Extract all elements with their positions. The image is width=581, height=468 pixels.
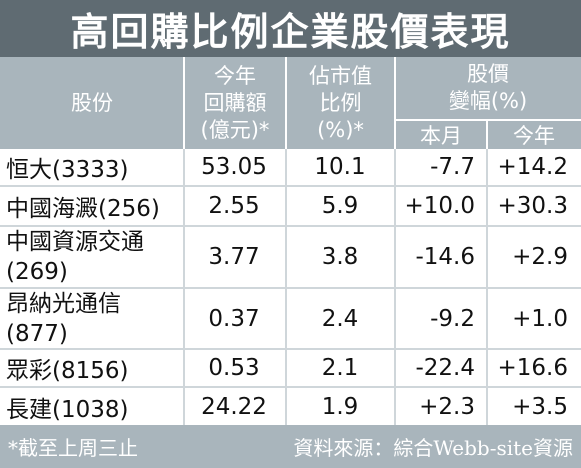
month-change: -14.6 xyxy=(415,244,475,270)
row-divider xyxy=(0,348,581,350)
month-change: -7.7 xyxy=(430,154,475,180)
column-divider xyxy=(394,149,396,425)
header-month: 本月 xyxy=(420,124,462,148)
header-stock-label: 股份 xyxy=(71,90,113,115)
mktcap-value: 10.1 xyxy=(314,154,366,180)
table-row: 中國海澱(256) 2.55 5.9 +10.0 +30.3 xyxy=(0,187,581,225)
page-title: 高回購比例企業股價表現 xyxy=(0,0,581,57)
month-change: -22.4 xyxy=(415,355,475,381)
month-change: +2.3 xyxy=(419,393,475,420)
stock-name: 眾彩(8156) xyxy=(6,358,129,384)
header-change-line1: 股價 xyxy=(467,62,509,86)
header-divider xyxy=(486,119,488,149)
header-change-line2: 變幅(%) xyxy=(448,89,528,113)
source-credit: 資料來源：綜合Webb-site資源 xyxy=(293,436,573,460)
table-row: 長建(1038) 24.22 1.9 +2.3 +3.5 xyxy=(0,388,581,425)
buyback-value: 0.53 xyxy=(208,355,260,381)
header-divider xyxy=(285,57,287,149)
year-change: +1.0 xyxy=(512,305,568,332)
header-buyback-line2: 回購額 xyxy=(203,90,267,115)
table-row: 眾彩(8156) 0.53 2.1 -22.4 +16.6 xyxy=(0,350,581,386)
header-mktcap-line2: 比例 xyxy=(319,90,362,115)
header-mktcap: 佔市值 比例 (%)* xyxy=(286,57,395,149)
table-row: 中國資源交通 (269) 3.77 3.8 -14.6 +2.9 xyxy=(0,227,581,287)
stock-name: 中國資源交通 (269) xyxy=(6,229,144,285)
row-divider xyxy=(0,225,581,227)
footnote: *截至上周三止 xyxy=(8,436,138,460)
buyback-value: 0.37 xyxy=(208,305,260,332)
year-change: +30.3 xyxy=(497,193,568,219)
buyback-value: 53.05 xyxy=(201,154,267,180)
row-divider xyxy=(0,287,581,289)
stock-name: 昂納光通信 (877) xyxy=(6,290,121,347)
row-divider xyxy=(0,185,581,187)
header-mktcap-line3: (%)* xyxy=(317,117,364,142)
mktcap-value: 2.4 xyxy=(321,305,359,332)
column-divider xyxy=(183,149,185,425)
header-divider xyxy=(395,119,581,121)
table-row: 昂納光通信 (877) 0.37 2.4 -9.2 +1.0 xyxy=(0,289,581,348)
mktcap-value: 3.8 xyxy=(321,244,359,270)
header-stock: 股份 xyxy=(0,57,184,149)
header-divider xyxy=(394,57,396,149)
header-divider xyxy=(183,57,185,149)
footer-bar: *截至上周三止 資料來源：綜合Webb-site資源 xyxy=(0,425,581,468)
stock-name: 恒大(3333) xyxy=(6,157,129,183)
year-change: +3.5 xyxy=(512,393,568,420)
year-change: +14.2 xyxy=(497,154,568,180)
buyback-value: 2.55 xyxy=(208,193,260,219)
column-divider xyxy=(486,149,488,425)
header-mktcap-line1: 佔市值 xyxy=(309,63,372,88)
stock-name: 長建(1038) xyxy=(6,396,129,423)
mktcap-value: 5.9 xyxy=(321,193,359,219)
row-divider xyxy=(0,386,581,388)
month-change: +10.0 xyxy=(404,193,475,219)
buyback-value: 24.22 xyxy=(201,393,267,420)
year-change: +2.9 xyxy=(512,244,568,270)
mktcap-value: 2.1 xyxy=(321,355,359,381)
column-divider xyxy=(285,149,287,425)
year-change: +16.6 xyxy=(497,355,568,381)
table-header xyxy=(0,57,581,149)
header-year: 今年 xyxy=(513,124,555,148)
header-buyback-line1: 今年 xyxy=(214,63,256,88)
header-change: 股價 變幅(%) xyxy=(395,57,581,119)
buyback-value: 3.77 xyxy=(208,244,260,270)
stock-name: 中國海澱(256) xyxy=(6,196,160,222)
month-change: -9.2 xyxy=(430,305,475,332)
table-row: 恒大(3333) 53.05 10.1 -7.7 +14.2 xyxy=(0,149,581,185)
header-buyback-line3: (億元)* xyxy=(200,117,270,142)
mktcap-value: 1.9 xyxy=(321,393,359,420)
header-buyback: 今年 回購額 (億元)* xyxy=(184,57,286,149)
